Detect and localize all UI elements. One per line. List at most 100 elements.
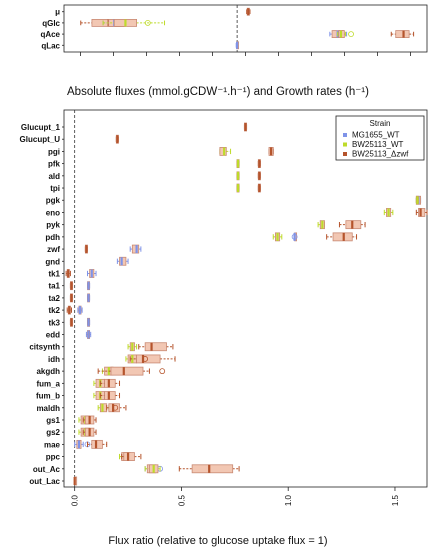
category-label-glucupt-u: Glucupt_U <box>20 135 61 144</box>
x-tick-label-1-5: 1.5 <box>391 494 400 506</box>
box-out-ac-bw25113-zwf <box>178 464 240 474</box>
box-eno-bw25113-zwf <box>415 208 428 217</box>
box-rect <box>149 464 159 474</box>
box-pfk-bw25113-zwf <box>257 159 261 169</box>
legend-swatch-mg1655-wt <box>343 133 347 137</box>
box-pyk-bw25113-zwf <box>338 220 366 230</box>
legend-swatch-bw25113-zwf <box>343 152 347 156</box>
outlier <box>159 368 166 375</box>
box-rect <box>129 342 135 352</box>
box-tk3-mg1655-wt <box>86 317 91 327</box>
box-rect <box>76 439 82 449</box>
category-label-idh: idh <box>48 355 60 364</box>
category-label-zwf: zwf <box>47 245 60 254</box>
legend-entry-bw25113-zwf: BW25113_Δzwf <box>352 150 409 159</box>
box-rect <box>119 256 127 266</box>
box-rect <box>395 30 410 38</box>
box-idh-bw25113-wt <box>125 354 140 364</box>
category-label-tk1: tk1 <box>48 269 60 278</box>
box-rect <box>70 293 73 303</box>
legend-entry-bw25113-wt: BW25113_WT <box>352 140 404 149</box>
outlier <box>157 465 163 472</box>
box-rect <box>95 391 105 400</box>
box-mae-mg1655-wt <box>74 439 91 449</box>
box-pyk-bw25113-wt <box>317 220 326 230</box>
box-rect <box>115 134 119 144</box>
box-idh-bw25113-zwf <box>129 354 176 364</box>
category-label-qlac: qLac <box>41 41 60 50</box>
box-qace-bw25113-zwf <box>390 30 415 38</box>
category-label-pgk: pgk <box>46 196 61 205</box>
box-maldh-bw25113-wt <box>97 403 110 413</box>
box-rect <box>415 195 421 205</box>
box-pgk-bw25113-wt <box>415 195 419 205</box>
category-label-mae: mae <box>44 440 61 449</box>
box-rect <box>236 171 240 181</box>
box-akgdh-bw25113-zwf <box>97 366 166 376</box>
outlier <box>348 31 354 37</box>
box-rect <box>294 232 298 242</box>
outlier <box>112 404 119 411</box>
box-rect <box>95 378 105 388</box>
legend-title: Strain <box>370 119 391 128</box>
box-ta2-bw25113-zwf <box>69 293 74 303</box>
box-rect <box>84 427 95 437</box>
box-rect <box>332 232 353 242</box>
category-label-tpi: tpi <box>50 184 60 193</box>
category-label-ta2: ta2 <box>48 294 60 303</box>
box-qglc-bw25113-wt <box>102 19 166 27</box>
box-rect <box>70 281 73 291</box>
box-rect <box>104 378 116 388</box>
box-rect <box>87 281 91 291</box>
box-gnd-mg1655-wt <box>116 256 129 266</box>
legend-swatch-bw25113-wt <box>343 142 347 147</box>
box-fum-b-bw25113-zwf <box>99 391 121 400</box>
box-tk1-mg1655-wt <box>86 269 97 278</box>
category-label-gs1: gs1 <box>46 416 60 425</box>
box-rect <box>123 452 135 461</box>
box-rect <box>78 305 82 315</box>
main-plot-frame <box>63 109 428 488</box>
box-fum-a-bw25113-wt <box>93 378 108 388</box>
box-rect <box>66 269 70 278</box>
category-label-tk3: tk3 <box>48 318 60 327</box>
box-citsynth-bw25113-zwf <box>138 342 174 352</box>
box-qace-bw25113-wt <box>337 30 354 38</box>
category-label-gs2: gs2 <box>46 428 60 437</box>
box-rect <box>91 439 103 449</box>
box-rect <box>84 244 88 254</box>
box-rect <box>74 476 78 486</box>
box-rect <box>274 232 281 242</box>
box-out-ac-bw25113-wt <box>144 464 161 474</box>
box-rect <box>80 415 91 425</box>
box-pdh-bw25113-wt <box>272 232 283 242</box>
legend-entry-mg1655-wt: MG1655_WT <box>352 131 400 140</box>
box-ta1-mg1655-wt <box>86 281 91 291</box>
box-item-bw25113-zwf <box>246 7 251 16</box>
box-akgdh-bw25113-wt <box>101 366 116 376</box>
box-rect <box>80 427 91 437</box>
category-label-fum-a: fum_a <box>36 379 60 388</box>
x-axis-label: Flux ratio (relative to glucose uptake f… <box>108 535 328 547</box>
box-tk2-bw25113-zwf <box>66 305 72 315</box>
category-label-qglc: qGlc <box>42 19 60 28</box>
box-pgi-bw25113-wt <box>219 147 232 156</box>
category-label-glucupt-1: Glucupt_1 <box>21 123 61 132</box>
box-pdh-bw25113-zwf <box>326 232 358 242</box>
category-label-pgi: pgi <box>48 147 60 156</box>
x-tick-label-0-5: 0.5 <box>177 494 186 506</box>
box-gs1-bw25113-wt <box>78 415 93 425</box>
box-zwf-mg1655-wt <box>129 244 142 254</box>
box-rect <box>415 195 419 205</box>
box-rect <box>70 317 73 327</box>
box-rect <box>268 147 274 156</box>
category-label-out-ac: out_Ac <box>33 465 61 474</box>
box-rect <box>87 330 91 339</box>
outlier <box>84 441 91 448</box>
category-label-pfk: pfk <box>48 160 61 169</box>
category-label-maldh: maldh <box>36 404 60 413</box>
category-label-qace: qAce <box>40 30 60 39</box>
category-label-akgdh: akgdh <box>36 367 60 376</box>
